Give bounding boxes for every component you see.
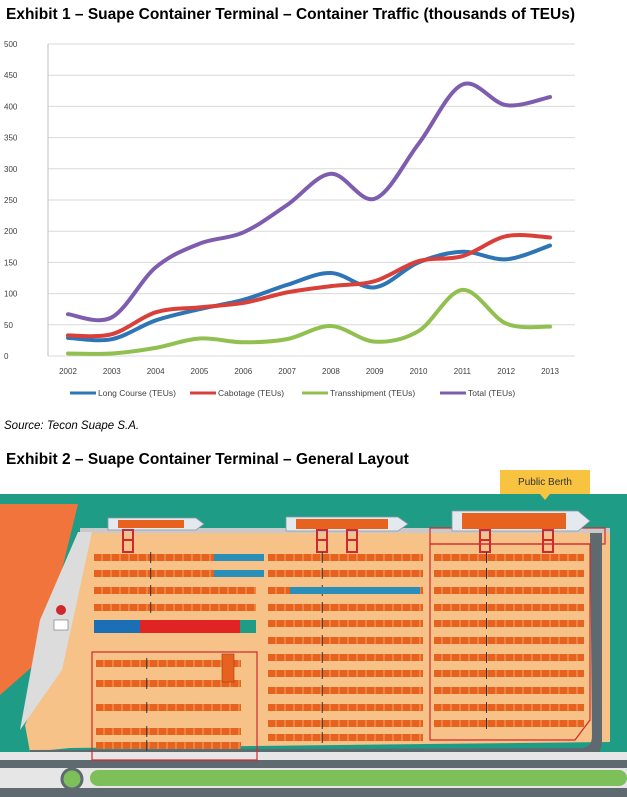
container-row: [268, 635, 423, 646]
x-tick-label: 2012: [497, 367, 515, 376]
reefer-row: [290, 587, 420, 594]
y-tick-label: 500: [4, 40, 18, 49]
container-row: [268, 668, 423, 679]
reefer-row: [214, 570, 264, 577]
road-median: [90, 770, 627, 786]
chart-gridlines: [47, 43, 575, 357]
gate-area: [20, 532, 92, 730]
vessel-3: [451, 510, 591, 532]
container-row: [96, 726, 241, 737]
container-row: [434, 568, 584, 579]
gate-booth: [53, 619, 69, 631]
y-tick-label: 400: [4, 102, 18, 111]
hazardous-stack: [140, 620, 240, 633]
public-berth-callout: [500, 470, 590, 494]
x-tick-label: 2013: [541, 367, 559, 376]
container-row: [96, 740, 241, 751]
vessel-2: [285, 516, 409, 532]
quay-cranes: [122, 529, 554, 553]
x-tick-label: 2004: [147, 367, 165, 376]
container-row: [434, 618, 584, 629]
container-row: [268, 702, 423, 713]
x-tick-label: 2007: [278, 367, 296, 376]
gate-marker: [56, 605, 66, 615]
special-stack: [240, 620, 256, 633]
x-tick-label: 2002: [59, 367, 77, 376]
chart-legend: Long Course (TEUs) Cabotage (TEUs) Transsh…: [70, 388, 515, 398]
chart-series: [66, 81, 552, 356]
container-row: [96, 658, 241, 669]
reefer-row: [214, 554, 264, 561]
series-line-0: [66, 243, 552, 343]
container-row: [268, 552, 423, 563]
x-tick-label: 2009: [366, 367, 384, 376]
legend-label-1: Cabotage (TEUs): [218, 388, 284, 398]
yard-block-outline-1: [91, 651, 258, 761]
quay-crane: [479, 529, 491, 553]
container-row: [434, 718, 584, 729]
container-row: [268, 685, 423, 696]
y-tick-label: 150: [4, 258, 18, 267]
y-tick-label: 450: [4, 71, 18, 80]
x-tick-label: 2011: [454, 367, 472, 376]
container-row: [434, 602, 584, 613]
y-tick-label: 300: [4, 165, 18, 174]
workshop-building: [221, 653, 235, 683]
container-stacks: [94, 552, 584, 751]
public-berth-label: Public Berth: [518, 477, 572, 488]
container-row: [434, 702, 584, 713]
quay-crane: [122, 529, 134, 553]
container-row: [434, 552, 584, 563]
container-row: [268, 652, 423, 663]
series-line-2: [66, 287, 552, 356]
source-note: Source: Tecon Suape S.A.: [4, 420, 140, 432]
west-land: [0, 504, 78, 695]
quay-crane: [542, 529, 554, 553]
container-row: [434, 585, 584, 596]
container-row: [268, 602, 423, 613]
container-row: [96, 678, 241, 689]
container-row: [434, 685, 584, 696]
container-row: [268, 718, 423, 729]
legend-label-0: Long Course (TEUs): [98, 388, 176, 398]
y-tick-label: 250: [4, 196, 18, 205]
legend-label-3: Total (TEUs): [468, 388, 515, 398]
series-line-3: [66, 81, 552, 323]
access-road-top: [0, 760, 627, 768]
y-tick-label: 100: [4, 290, 18, 299]
container-row: [268, 568, 423, 579]
x-tick-label: 2006: [234, 367, 252, 376]
container-row: [434, 635, 584, 646]
y-tick-label: 200: [4, 227, 18, 236]
series-line-1: [66, 233, 552, 339]
container-row: [94, 585, 256, 596]
reefer-stack: [94, 620, 144, 633]
container-row: [94, 602, 256, 613]
y-tick-label: 50: [4, 321, 13, 330]
roundabout: [60, 767, 84, 791]
container-row: [268, 618, 423, 629]
container-row: [268, 732, 423, 743]
x-tick-label: 2003: [103, 367, 121, 376]
access-road-bottom: [0, 788, 627, 797]
yard-block-outline-2: [429, 543, 591, 741]
terminal-layout-map: Public Berth: [0, 470, 627, 797]
container-row: [434, 652, 584, 663]
container-row: [434, 668, 584, 679]
exhibit-2-title: Exhibit 2 – Suape Container Terminal – G…: [6, 451, 409, 468]
container-row: [96, 702, 241, 713]
y-tick-label: 350: [4, 134, 18, 143]
quay-crane: [346, 529, 358, 553]
x-tick-label: 2010: [410, 367, 428, 376]
x-tick-label: 2008: [322, 367, 340, 376]
exhibit-1-title: Exhibit 1 – Suape Container Terminal – C…: [6, 6, 575, 23]
x-axis-ticks: 2002 2003 2004 2005 2006 2007 2008 2009 2010 2011…: [59, 367, 559, 376]
x-tick-label: 2005: [191, 367, 209, 376]
y-axis-ticks: 0 50 100 150 200 250 300 350 400 450 500: [4, 40, 18, 361]
y-tick-label: 0: [4, 352, 9, 361]
public-berth-callout-pointer: [540, 494, 550, 500]
legend-label-2: Transshipment (TEUs): [330, 388, 415, 398]
vessel-1: [107, 517, 205, 531]
